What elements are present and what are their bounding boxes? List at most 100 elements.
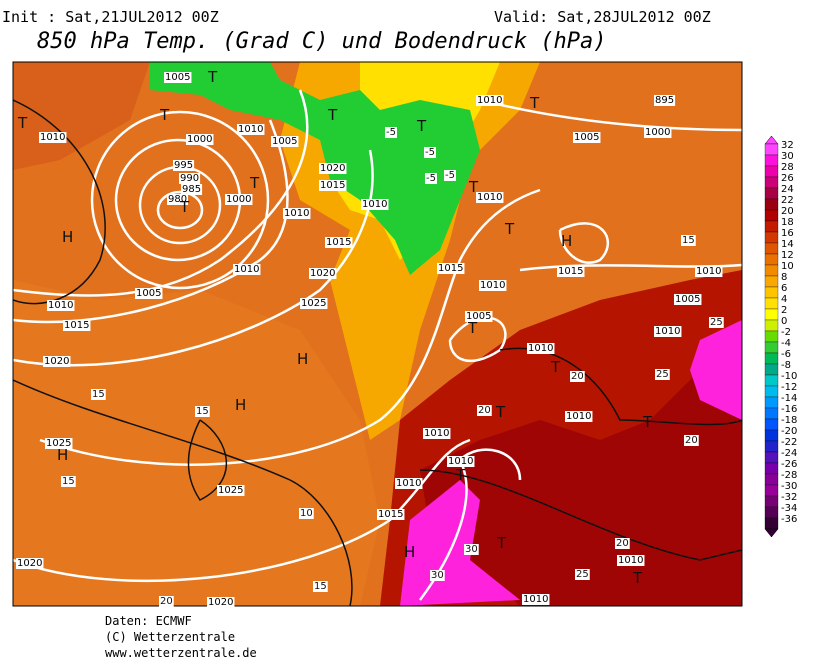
colorbar-label: 14 [781, 239, 794, 250]
contour-label: 1010 [477, 192, 502, 203]
label-box [385, 127, 397, 138]
contour-label: 1005 [675, 294, 700, 305]
contour-label: 1020 [320, 163, 345, 174]
colorbar-cell [764, 198, 779, 211]
contour-label: 1010 [284, 208, 309, 219]
init-time: Init : Sat,21JUL2012 00Z [2, 8, 219, 26]
contour-label: 1025 [301, 298, 326, 309]
contour-label: 1010 [528, 343, 553, 354]
label-box [570, 371, 585, 382]
colorbar-label: -30 [781, 481, 797, 492]
colorbar-cell [764, 176, 779, 189]
colorbar-label: 30 [781, 151, 794, 162]
colorbar-label: 10 [781, 261, 794, 272]
colorbar-label: 2 [781, 305, 787, 316]
contour-label: 1010 [238, 124, 263, 135]
label-box [63, 320, 91, 331]
label-box [45, 438, 73, 449]
contour-label: 1010 [362, 199, 387, 210]
colorbar-cell [764, 297, 779, 310]
colorbar-cell [764, 264, 779, 277]
colorbar-cell [764, 396, 779, 409]
contour-label: 1015 [326, 237, 351, 248]
contour-label: 985 [182, 184, 201, 195]
colorbar-cell [764, 187, 779, 200]
colorbar-cell [764, 506, 779, 519]
label-box [159, 596, 174, 607]
colorbar-cell [764, 154, 779, 167]
label-box [557, 266, 585, 277]
label-box [615, 538, 630, 549]
contour-label: 1010 [448, 456, 473, 467]
label-box [225, 194, 253, 205]
label-box [654, 95, 676, 106]
label-box [217, 485, 245, 496]
pressure-center: T [504, 220, 515, 238]
colorbar-label: -22 [781, 437, 797, 448]
contour-label: 1005 [165, 72, 190, 83]
colorbar-label: 12 [781, 250, 794, 261]
pressure-center: H [57, 446, 68, 464]
footer-line: Daten: ECMWF [105, 614, 192, 628]
colorbar-label: -2 [781, 327, 791, 338]
colorbar-cell [764, 451, 779, 464]
contour-label: 1000 [645, 127, 670, 138]
footer-line: www.wetterzentrale.de [105, 646, 257, 660]
colorbar-cell [764, 231, 779, 244]
contour-label: 1020 [17, 558, 42, 569]
label-box [195, 406, 210, 417]
colorbar-cell [764, 473, 779, 486]
contour-label: 1000 [187, 134, 212, 145]
label-box [173, 160, 195, 171]
colorbar-cell [764, 440, 779, 453]
colorbar-label: 24 [781, 184, 794, 195]
colorbar-label: 0 [781, 316, 787, 327]
colorbar-label: 18 [781, 217, 794, 228]
pressure-center: T [632, 569, 643, 587]
contour-label: 1010 [424, 428, 449, 439]
colorbar-label: -16 [781, 404, 797, 415]
colorbar-label: 32 [781, 140, 794, 151]
contour-label: 10 [300, 508, 313, 519]
label-box [522, 594, 550, 605]
contour-label: -5 [386, 127, 396, 138]
label-box [181, 184, 203, 195]
colorbar-label: 26 [781, 173, 794, 184]
colorbar-label: -8 [781, 360, 791, 371]
label-box [186, 134, 214, 145]
colorbar-end [764, 528, 779, 538]
colorbar-label: 20 [781, 206, 794, 217]
label-box [283, 208, 311, 219]
label-box [207, 597, 235, 608]
contour-label: 1020 [208, 597, 233, 608]
label-box [464, 544, 479, 555]
pressure-center: H [561, 232, 572, 250]
contour-label: 1010 [480, 280, 505, 291]
contour-label: 1015 [320, 180, 345, 191]
colorbar-cell [764, 517, 779, 530]
colorbar-cell [764, 374, 779, 387]
label-box [237, 124, 265, 135]
label-box [16, 558, 44, 569]
pressure-center: T [179, 198, 190, 216]
colorbar-cell [764, 220, 779, 233]
label-box [164, 72, 192, 83]
valid-time: Valid: Sat,28JUL2012 00Z [494, 8, 711, 26]
label-box [233, 264, 261, 275]
temp-area [13, 280, 380, 606]
label-box [424, 147, 436, 158]
colorbar-label: -26 [781, 459, 797, 470]
label-box [681, 235, 696, 246]
label-box [135, 288, 163, 299]
label-box [61, 476, 76, 487]
temp-area [690, 320, 742, 420]
contour-label: 1010 [523, 594, 548, 605]
pressure-center: T [642, 413, 653, 431]
label-box [313, 581, 328, 592]
temp-area [150, 62, 480, 275]
label-box [299, 508, 314, 519]
label-box [479, 280, 507, 291]
label-box [271, 136, 299, 147]
label-box [425, 173, 437, 184]
